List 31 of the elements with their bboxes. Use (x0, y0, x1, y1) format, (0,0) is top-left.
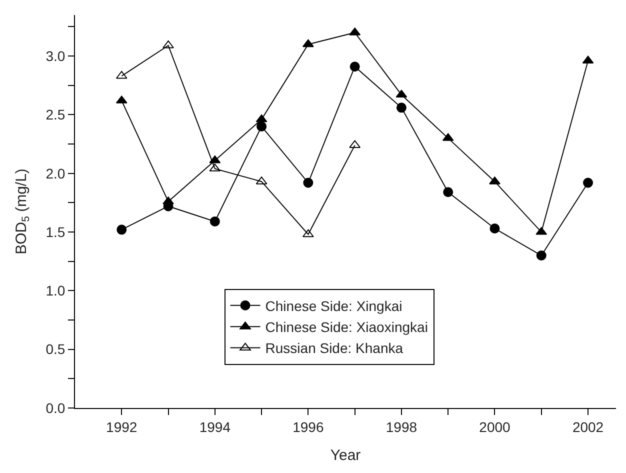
point (116, 224, 127, 235)
point (350, 62, 360, 72)
point (302, 39, 314, 48)
legend-label: Chinese Side: Xiaoxingkai (265, 319, 428, 336)
point (396, 102, 406, 113)
legend-label: Russian Side: Khanka (265, 340, 404, 356)
y-tick-label: 1.5 (46, 224, 66, 240)
y-tick-label: 1.0 (46, 282, 66, 299)
point (210, 216, 220, 226)
point (302, 229, 314, 238)
x-tick-label: 1996 (292, 418, 324, 435)
y-tick-label: 0.0 (46, 400, 66, 416)
x-tick-label: 1994 (199, 418, 231, 435)
point (443, 187, 454, 198)
x-tick-label: 2000 (479, 418, 511, 435)
point (583, 178, 594, 188)
point (396, 90, 408, 98)
point (303, 178, 314, 188)
y-tick-label: 2.0 (46, 165, 66, 182)
point (490, 224, 500, 234)
y-tick-label: 2.5 (46, 106, 66, 123)
point (536, 250, 546, 260)
x-axis-title: Year (330, 446, 361, 464)
y-tick-label: 3.0 (46, 48, 66, 64)
point (256, 121, 267, 132)
x-tick-label: 1992 (106, 418, 138, 435)
x-tick-label: 2002 (572, 418, 604, 435)
y-tick-label: 0.5 (46, 341, 66, 358)
point (256, 114, 268, 122)
legend-label: Chinese Side: Xingkai (265, 298, 402, 314)
x-tick-label: 1998 (386, 418, 418, 435)
